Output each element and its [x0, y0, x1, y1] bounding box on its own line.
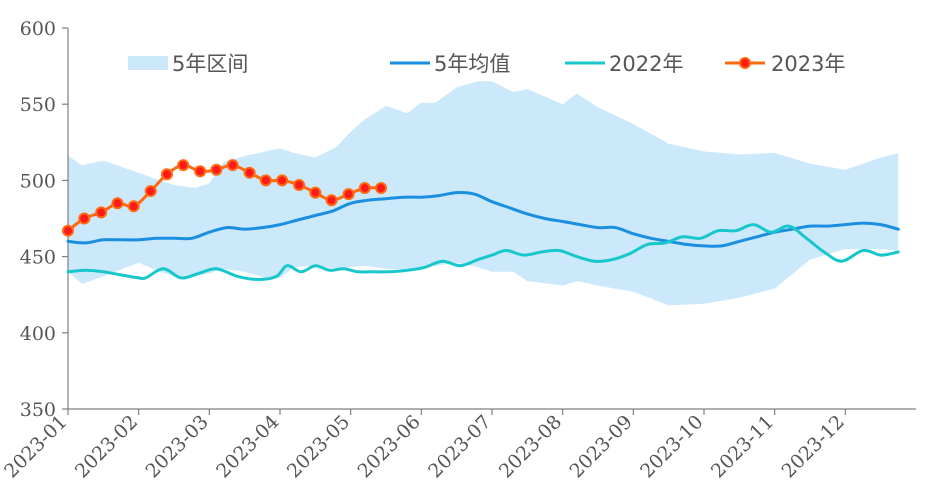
series-2023-point — [309, 186, 322, 199]
x-tick-label: 2023-07 — [424, 411, 495, 482]
series-2023-point — [62, 224, 74, 237]
x-tick-label: 2023-09 — [565, 411, 636, 482]
legend-marker-2023 — [739, 57, 751, 69]
y-tick-label: 600 — [20, 18, 56, 40]
series-2023-point — [95, 206, 108, 219]
series-2023-point — [325, 194, 338, 207]
y-tick-label: 450 — [20, 247, 56, 269]
x-tick-label: 2023-02 — [71, 411, 142, 482]
series-2023-point — [358, 182, 371, 195]
legend-label-band: 5年区间 — [172, 52, 248, 76]
series-five-year-average-line — [66, 190, 900, 248]
series-2023-point — [127, 200, 140, 213]
y-tick-label: 400 — [20, 323, 56, 345]
series-2023-point — [78, 212, 91, 225]
series-2023-point — [293, 178, 306, 191]
legend-item-band: 5年区间 — [128, 52, 248, 76]
series-2023-point — [210, 163, 223, 176]
x-tick-label: 2023-01 — [0, 411, 71, 482]
series-2023-point — [243, 166, 256, 179]
x-tick-label: 2023-12 — [777, 411, 848, 482]
y-tick-label: 500 — [20, 170, 56, 192]
series-2023-point — [111, 197, 124, 210]
x-tick-label: 2023-11 — [707, 411, 778, 482]
five-year-range-area — [68, 81, 899, 306]
series-2023-point — [375, 182, 388, 195]
series-2023-point — [276, 174, 289, 187]
y-axis-ticks: 350 400 450 500 550 600 — [20, 18, 68, 421]
x-tick-label: 2023-04 — [212, 411, 283, 482]
series-2022-line — [66, 223, 900, 281]
x-tick-label: 2023-03 — [141, 411, 212, 482]
y-tick-label: 550 — [20, 94, 56, 116]
x-axis-ticks: 2023-01 2023-02 2023-03 2023-04 2023-05 2023-… — [0, 409, 849, 482]
legend-label-avg: 5年均值 — [434, 52, 510, 76]
legend-swatch-band — [128, 56, 168, 70]
series-2023-point — [194, 165, 207, 178]
series-2023-point — [259, 174, 272, 187]
legend-item-2022: 2022年 — [565, 52, 683, 76]
x-tick-label: 2023-10 — [636, 411, 707, 482]
series-2023-point — [144, 185, 157, 198]
series-2023-point — [177, 159, 190, 172]
legend: 5年区间 5年均值 2022年 2023年 — [128, 52, 845, 76]
series-2023-point — [342, 188, 355, 201]
legend-item-2023: 2023年 — [725, 52, 845, 76]
x-tick-label: 2023-08 — [495, 411, 566, 482]
series-2023-markers — [62, 159, 388, 237]
x-tick-label: 2023-06 — [353, 411, 424, 482]
legend-label-2022: 2022年 — [609, 52, 683, 76]
five-year-range-band-layer — [68, 81, 899, 306]
y-tick-label: 350 — [20, 399, 56, 421]
series-2023-point — [226, 159, 239, 172]
legend-item-avg: 5年均值 — [390, 52, 510, 76]
series-2023-point — [160, 168, 173, 181]
x-tick-label: 2023-05 — [283, 411, 354, 482]
legend-label-2023: 2023年 — [771, 52, 845, 76]
